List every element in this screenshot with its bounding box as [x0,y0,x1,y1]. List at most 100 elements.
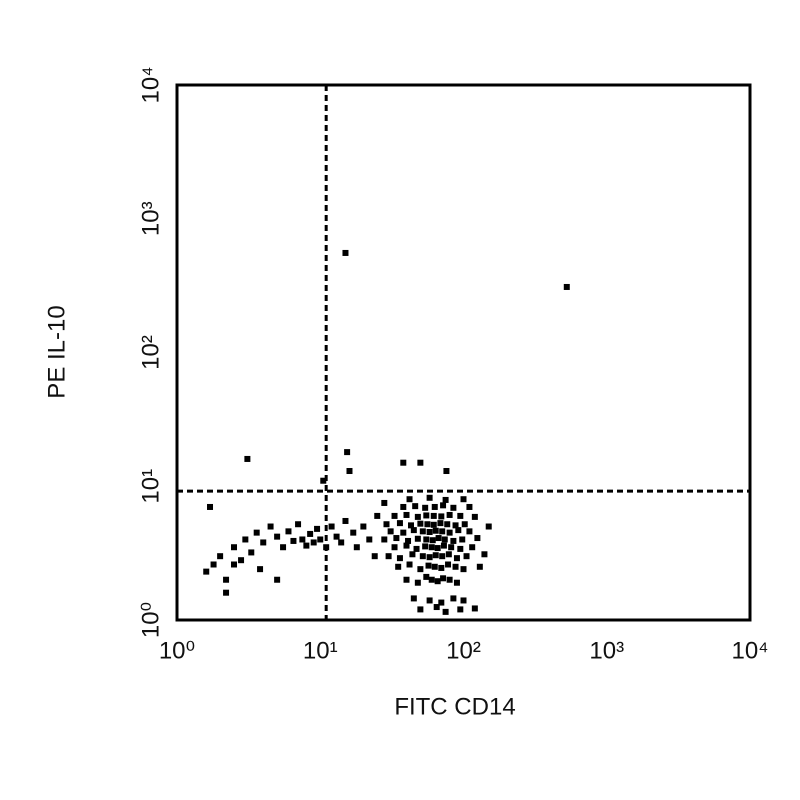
event-dot [387,528,394,535]
event-dot [446,529,453,536]
event-dot [385,553,392,560]
event-dot [469,544,476,551]
event-dot [290,537,297,544]
event-dot [414,579,421,586]
event-dot [400,459,407,466]
event-dot [303,542,310,549]
event-dot [310,539,317,546]
event-dot [438,599,445,606]
event-dot [253,529,260,536]
event-dot [432,552,439,559]
event-dot [424,521,431,528]
x-tick-label: 10⁴ [731,637,768,664]
event-dot [453,555,460,562]
event-dot [406,496,413,503]
event-dot [346,468,353,475]
x-tick-label: 10² [446,637,481,664]
event-dot [342,249,349,256]
event-dot [426,528,433,535]
event-dot [434,545,441,552]
event-dot [407,522,414,529]
event-dot [207,503,214,510]
event-dot [280,544,287,551]
event-dot [422,504,429,511]
event-dot [410,527,417,534]
event-dot [314,525,321,532]
event-dot [432,527,439,534]
event-dot [452,522,459,529]
event-dot [307,530,314,537]
event-dot [338,539,345,546]
event-dot [440,502,447,509]
event-dot [295,521,302,528]
event-dot [457,545,464,552]
event-dot [461,521,468,528]
event-dot [274,533,281,540]
event-dot [381,499,388,506]
event-dot [440,542,447,549]
event-dot [257,566,264,573]
y-tick-label: 10⁴ [137,66,164,103]
event-dot [442,608,449,615]
event-dot [453,579,460,586]
event-dot [248,549,255,556]
event-dot [417,520,424,527]
event-dot [244,455,251,462]
event-dot [450,537,457,544]
event-dot [455,527,462,534]
x-tick-label: 10¹ [303,637,338,664]
event-dot [223,589,230,596]
event-dot [466,528,473,535]
event-dot [448,544,455,551]
event-dot [242,536,249,543]
event-dot [350,529,357,536]
event-dot [452,563,459,570]
event-dot [383,521,390,528]
event-dot [403,576,410,583]
event-dot [320,477,327,484]
x-axis-label: FITC CD14 [394,693,515,720]
event-dot [366,536,373,543]
event-dot [443,468,450,475]
event-dot [374,512,381,519]
event-dot [203,568,210,575]
event-dot [413,545,420,552]
event-dot [459,536,466,543]
event-dot [393,535,400,542]
event-dot [217,553,224,560]
event-dot [423,512,430,519]
event-dot [428,544,435,551]
event-dot [285,528,292,535]
event-dot [342,517,349,524]
event-dot [460,566,467,573]
event-dot [444,521,451,528]
event-dot [426,494,433,501]
event-dot [430,521,437,528]
event-dot [430,512,437,519]
event-dot [419,528,426,535]
event-dot [563,283,570,290]
y-tick-label: 10² [137,335,164,370]
event-dot [344,449,351,456]
event-dot [299,536,306,543]
event-dot [412,503,419,510]
event-dot [425,562,432,569]
x-tick-label: 10³ [589,637,624,664]
event-dot [417,459,424,466]
event-dot [403,542,410,549]
event-dot [423,573,430,580]
event-dot [317,536,324,543]
y-axis-label: PE IL-10 [43,305,70,398]
event-dot [400,529,407,536]
event-dot [267,523,274,530]
event-dot [441,536,448,543]
event-dot [445,561,452,568]
event-dot [323,544,330,551]
event-dot [428,576,435,583]
event-dot [439,528,446,535]
event-dot [333,533,340,540]
event-dot [435,535,442,542]
event-dot [457,606,464,613]
event-dot [391,544,398,551]
